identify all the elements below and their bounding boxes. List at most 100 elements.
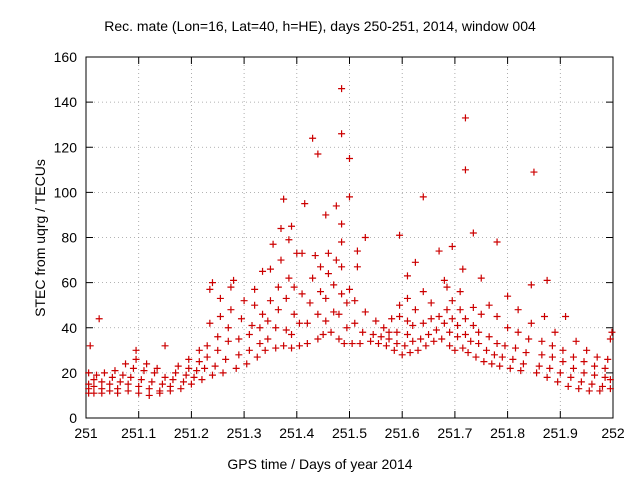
data-point <box>575 385 583 393</box>
data-point <box>137 376 145 384</box>
data-point <box>493 340 501 348</box>
data-point <box>169 376 177 384</box>
data-point <box>403 331 411 339</box>
data-point <box>111 367 119 375</box>
data-point <box>290 310 298 318</box>
data-point <box>277 224 285 232</box>
data-point <box>443 306 451 314</box>
data-point <box>90 382 98 390</box>
data-point <box>340 340 348 348</box>
data-point <box>98 378 106 386</box>
data-point <box>282 326 290 334</box>
data-point <box>454 321 462 329</box>
data-point <box>309 134 317 142</box>
data-point <box>351 297 359 305</box>
data-point <box>122 360 130 368</box>
data-point <box>477 310 485 318</box>
data-point <box>459 344 467 352</box>
data-point <box>443 283 451 291</box>
data-point <box>448 243 456 251</box>
data-point <box>156 387 164 395</box>
data-point <box>382 342 390 350</box>
data-point <box>538 337 546 345</box>
data-point <box>608 328 616 336</box>
data-point <box>235 351 243 359</box>
data-point <box>409 321 417 329</box>
data-point <box>327 328 335 336</box>
data-point <box>469 303 477 311</box>
data-point <box>367 337 375 345</box>
data-point <box>248 321 256 329</box>
data-point <box>317 263 325 271</box>
data-point <box>311 252 319 260</box>
data-point <box>377 333 385 341</box>
data-point <box>369 331 377 339</box>
data-point <box>419 319 427 327</box>
data-point <box>124 387 132 395</box>
data-point <box>193 367 201 375</box>
data-point <box>343 324 351 332</box>
data-point <box>577 378 585 386</box>
data-point <box>195 358 203 366</box>
data-point <box>356 340 364 348</box>
data-point <box>530 168 538 176</box>
data-point <box>398 351 406 359</box>
data-point <box>322 294 330 302</box>
data-point <box>606 385 614 393</box>
data-point <box>330 308 338 316</box>
data-point <box>190 373 198 381</box>
data-point <box>359 328 367 336</box>
data-point <box>346 285 353 293</box>
data-point <box>543 276 551 284</box>
x-tick-label: 251.1 <box>121 425 156 441</box>
data-point <box>348 340 356 348</box>
data-point <box>388 315 396 323</box>
data-point <box>569 353 577 361</box>
data-point <box>174 362 182 370</box>
data-point <box>208 279 216 287</box>
data-point <box>435 312 443 320</box>
data-point <box>380 324 388 332</box>
data-point <box>187 380 195 388</box>
data-point <box>317 288 325 296</box>
data-point <box>580 369 588 377</box>
data-point <box>277 256 285 264</box>
data-point <box>485 333 493 341</box>
data-point <box>580 358 588 366</box>
data-point <box>227 306 235 314</box>
data-point <box>314 335 322 343</box>
data-point <box>467 337 475 345</box>
data-point <box>543 373 551 381</box>
data-point <box>266 265 274 273</box>
data-point <box>211 362 219 370</box>
data-point <box>114 385 122 393</box>
data-point <box>256 340 264 348</box>
data-point <box>601 364 609 372</box>
data-point <box>514 328 522 336</box>
data-point <box>556 369 564 377</box>
data-point <box>306 299 314 307</box>
data-point <box>206 285 214 293</box>
data-point <box>182 371 190 379</box>
data-point <box>259 267 267 275</box>
data-point <box>401 342 409 350</box>
data-point <box>253 353 261 361</box>
data-point <box>343 299 351 307</box>
data-point <box>256 324 264 332</box>
data-point <box>593 353 601 361</box>
data-point <box>208 371 216 379</box>
data-point <box>448 315 456 323</box>
data-point <box>425 331 433 339</box>
data-point <box>475 340 483 348</box>
data-point <box>288 344 296 352</box>
data-point <box>314 310 322 318</box>
data-point <box>372 317 380 325</box>
data-point <box>583 346 591 354</box>
data-point <box>422 342 430 350</box>
data-point <box>222 355 230 363</box>
data-point <box>438 335 446 343</box>
data-point <box>427 299 435 307</box>
data-point <box>85 369 93 377</box>
data-point <box>272 344 280 352</box>
data-point <box>548 342 556 350</box>
